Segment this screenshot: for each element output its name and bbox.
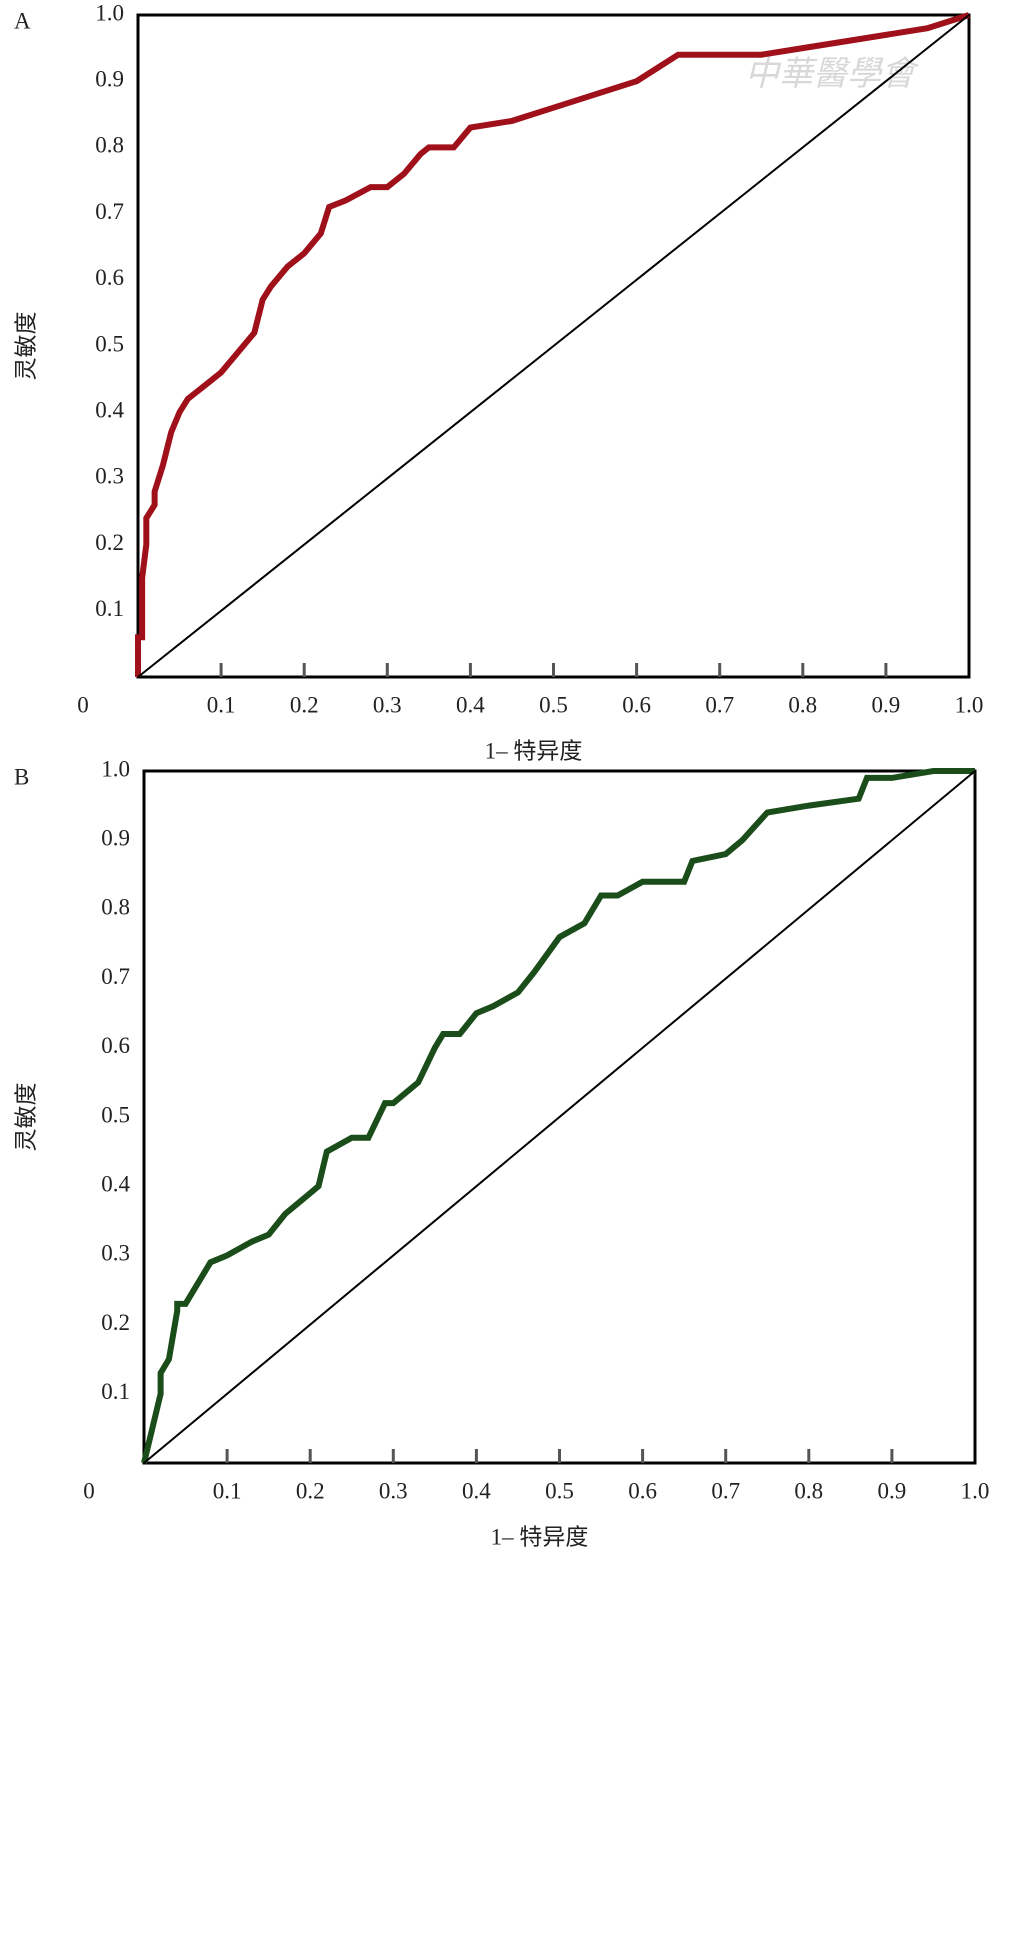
y-axis-label: 灵敏度 bbox=[13, 312, 38, 381]
x-axis-label: 1– 特异度 bbox=[491, 1524, 589, 1549]
x-tick-label: 0.4 bbox=[462, 1478, 491, 1503]
reference-line bbox=[137, 14, 970, 678]
x-tick-label: 0 bbox=[83, 1478, 95, 1503]
x-tick-label: 1.0 bbox=[955, 692, 984, 717]
x-tick-label: 0.6 bbox=[622, 692, 651, 717]
y-tick-label: 0.5 bbox=[101, 1102, 130, 1127]
x-tick-label: 0.2 bbox=[290, 692, 319, 717]
y-tick-label: 0.7 bbox=[95, 199, 124, 224]
y-axis-label: 灵敏度 bbox=[13, 1083, 38, 1152]
roc-curve bbox=[141, 768, 975, 1464]
y-tick-label: 0.1 bbox=[95, 596, 124, 621]
y-tick-label: 0.4 bbox=[101, 1171, 130, 1196]
y-tick-label: 0.7 bbox=[101, 964, 130, 989]
y-tick-label: 1.0 bbox=[95, 0, 124, 25]
x-tick-label: 0.5 bbox=[545, 1478, 574, 1503]
y-tick-label: 0.2 bbox=[95, 530, 124, 555]
x-tick-label: 1.0 bbox=[961, 1478, 990, 1503]
y-tick-label: 0.3 bbox=[101, 1241, 130, 1266]
x-tick-label: 0.3 bbox=[379, 1478, 408, 1503]
x-tick-label: 0.1 bbox=[213, 1478, 242, 1503]
y-tick-label: 0.8 bbox=[101, 895, 130, 920]
watermark: 中華醫學會 bbox=[745, 56, 920, 93]
y-tick-label: 0.9 bbox=[95, 66, 124, 91]
roc-curve bbox=[135, 12, 970, 677]
y-tick-label: 0.5 bbox=[95, 331, 124, 356]
y-tick-label: 0.9 bbox=[101, 825, 130, 850]
y-tick-label: 0.3 bbox=[95, 464, 124, 489]
x-tick-label: 0.6 bbox=[628, 1478, 657, 1503]
x-tick-label: 0.2 bbox=[296, 1478, 325, 1503]
panel-label: B bbox=[14, 764, 29, 789]
x-tick-label: 0.7 bbox=[711, 1478, 740, 1503]
x-tick-label: 0 bbox=[77, 692, 89, 717]
x-tick-label: 0.5 bbox=[539, 692, 568, 717]
y-tick-label: 0.6 bbox=[95, 265, 124, 290]
panel-label: A bbox=[14, 8, 31, 33]
x-tick-label: 0.7 bbox=[705, 692, 734, 717]
y-tick-label: 0.8 bbox=[95, 133, 124, 158]
y-tick-label: 0.1 bbox=[101, 1379, 130, 1404]
x-tick-label: 0.3 bbox=[373, 692, 402, 717]
x-axis-label: 1– 特异度 bbox=[485, 738, 583, 763]
x-tick-label: 0.8 bbox=[788, 692, 817, 717]
y-tick-label: 0.4 bbox=[95, 397, 124, 422]
x-tick-label: 0.4 bbox=[456, 692, 485, 717]
x-tick-label: 0.8 bbox=[794, 1478, 823, 1503]
x-tick-label: 0.9 bbox=[872, 692, 901, 717]
y-tick-label: 0.2 bbox=[101, 1310, 130, 1335]
y-tick-label: 1.0 bbox=[101, 756, 130, 781]
x-tick-label: 0.1 bbox=[207, 692, 236, 717]
reference-line bbox=[143, 770, 976, 1464]
x-tick-label: 0.9 bbox=[878, 1478, 907, 1503]
y-tick-label: 0.6 bbox=[101, 1033, 130, 1058]
